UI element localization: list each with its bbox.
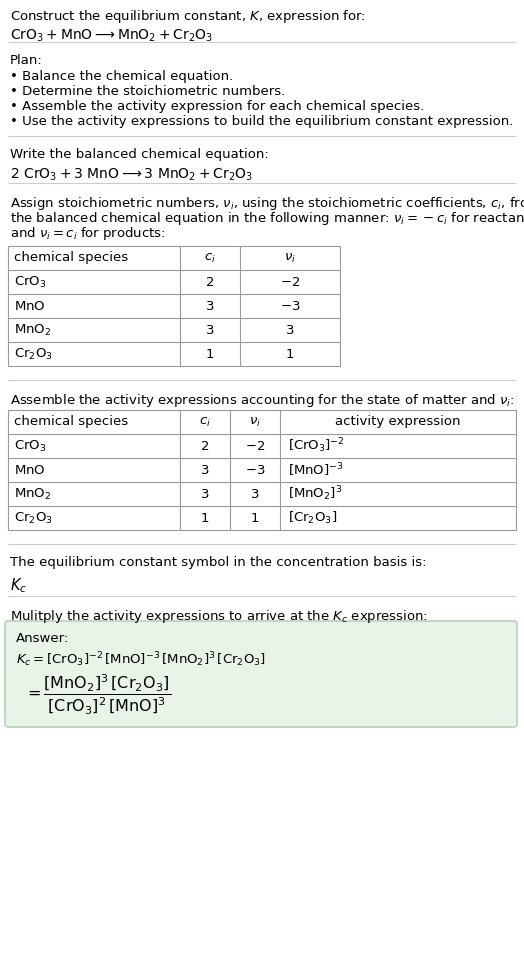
Text: • Balance the chemical equation.: • Balance the chemical equation. [10, 70, 233, 83]
Text: chemical species: chemical species [14, 415, 128, 429]
Text: Assemble the activity expressions accounting for the state of matter and $\nu_i$: Assemble the activity expressions accoun… [10, 392, 515, 409]
Text: Plan:: Plan: [10, 54, 43, 67]
FancyBboxPatch shape [5, 621, 517, 727]
Text: 3: 3 [201, 463, 209, 477]
Text: $\nu_i$: $\nu_i$ [284, 251, 296, 265]
Bar [8, 246, 340, 366]
Text: $c_i$: $c_i$ [204, 251, 216, 265]
Text: $\mathrm{Cr_2O_3}$: $\mathrm{Cr_2O_3}$ [14, 510, 53, 526]
Text: $\mathrm{Cr_2O_3}$: $\mathrm{Cr_2O_3}$ [14, 346, 53, 362]
Text: $[\mathrm{Cr_2O_3}]$: $[\mathrm{Cr_2O_3}]$ [288, 510, 337, 526]
Text: $K_c = [\mathrm{CrO_3}]^{-2}\,[\mathrm{MnO}]^{-3}\,[\mathrm{MnO_2}]^{3}\,[\mathr: $K_c = [\mathrm{CrO_3}]^{-2}\,[\mathrm{M… [16, 650, 266, 668]
Text: and $\nu_i = c_i$ for products:: and $\nu_i = c_i$ for products: [10, 225, 166, 242]
Text: $-2$: $-2$ [245, 439, 265, 453]
Text: 3: 3 [286, 323, 294, 337]
Text: • Determine the stoichiometric numbers.: • Determine the stoichiometric numbers. [10, 85, 285, 98]
Text: chemical species: chemical species [14, 251, 128, 265]
Text: Write the balanced chemical equation:: Write the balanced chemical equation: [10, 148, 269, 161]
Text: 2: 2 [201, 439, 209, 453]
Text: the balanced chemical equation in the following manner: $\nu_i = -c_i$ for react: the balanced chemical equation in the fo… [10, 210, 524, 227]
Text: Answer:: Answer: [16, 632, 69, 645]
Text: $K_c$: $K_c$ [10, 576, 27, 595]
Text: $\mathrm{MnO_2}$: $\mathrm{MnO_2}$ [14, 486, 51, 502]
Text: 2: 2 [206, 275, 214, 289]
Text: $\nu_i$: $\nu_i$ [249, 415, 261, 429]
Text: $\mathrm{CrO_3}$: $\mathrm{CrO_3}$ [14, 438, 47, 454]
Text: $\mathrm{MnO}$: $\mathrm{MnO}$ [14, 299, 46, 313]
Text: • Use the activity expressions to build the equilibrium constant expression.: • Use the activity expressions to build … [10, 115, 514, 128]
Text: $\mathrm{MnO}$: $\mathrm{MnO}$ [14, 463, 46, 477]
Text: 3: 3 [201, 487, 209, 501]
Text: Construct the equilibrium constant, $K$, expression for:: Construct the equilibrium constant, $K$,… [10, 8, 366, 25]
Text: $\mathrm{CrO_3}$: $\mathrm{CrO_3}$ [14, 274, 47, 290]
Text: $[\mathrm{CrO_3}]^{-2}$: $[\mathrm{CrO_3}]^{-2}$ [288, 436, 345, 456]
Text: 3: 3 [206, 299, 214, 313]
Text: 1: 1 [251, 511, 259, 525]
Text: $-3$: $-3$ [245, 463, 265, 477]
Text: $\mathrm{2\ CrO_3 + 3\ MnO \longrightarrow 3\ MnO_2 + Cr_2O_3}$: $\mathrm{2\ CrO_3 + 3\ MnO \longrightarr… [10, 167, 253, 183]
Text: 1: 1 [201, 511, 209, 525]
Text: $-2$: $-2$ [280, 275, 300, 289]
Text: 3: 3 [251, 487, 259, 501]
Text: • Assemble the activity expression for each chemical species.: • Assemble the activity expression for e… [10, 100, 424, 113]
Text: 1: 1 [286, 347, 294, 361]
Text: The equilibrium constant symbol in the concentration basis is:: The equilibrium constant symbol in the c… [10, 556, 427, 569]
Text: 1: 1 [206, 347, 214, 361]
Text: Assign stoichiometric numbers, $\nu_i$, using the stoichiometric coefficients, $: Assign stoichiometric numbers, $\nu_i$, … [10, 195, 524, 212]
Text: $\mathrm{MnO_2}$: $\mathrm{MnO_2}$ [14, 322, 51, 338]
Text: $-3$: $-3$ [280, 299, 300, 313]
Text: $[\mathrm{MnO}]^{-3}$: $[\mathrm{MnO}]^{-3}$ [288, 461, 344, 479]
Bar [8, 410, 516, 530]
Text: $c_i$: $c_i$ [199, 415, 211, 429]
Text: $[\mathrm{MnO_2}]^{3}$: $[\mathrm{MnO_2}]^{3}$ [288, 484, 342, 503]
Text: $\mathrm{CrO_3 + MnO \longrightarrow MnO_2 + Cr_2O_3}$: $\mathrm{CrO_3 + MnO \longrightarrow MnO… [10, 28, 213, 44]
Text: activity expression: activity expression [335, 415, 461, 429]
Text: 3: 3 [206, 323, 214, 337]
Text: $= \dfrac{[\mathrm{MnO_2}]^{3}\,[\mathrm{Cr_2O_3}]}{[\mathrm{CrO_3}]^{2}\,[\math: $= \dfrac{[\mathrm{MnO_2}]^{3}\,[\mathrm… [24, 672, 171, 715]
Text: Mulitply the activity expressions to arrive at the $K_c$ expression:: Mulitply the activity expressions to arr… [10, 608, 428, 625]
